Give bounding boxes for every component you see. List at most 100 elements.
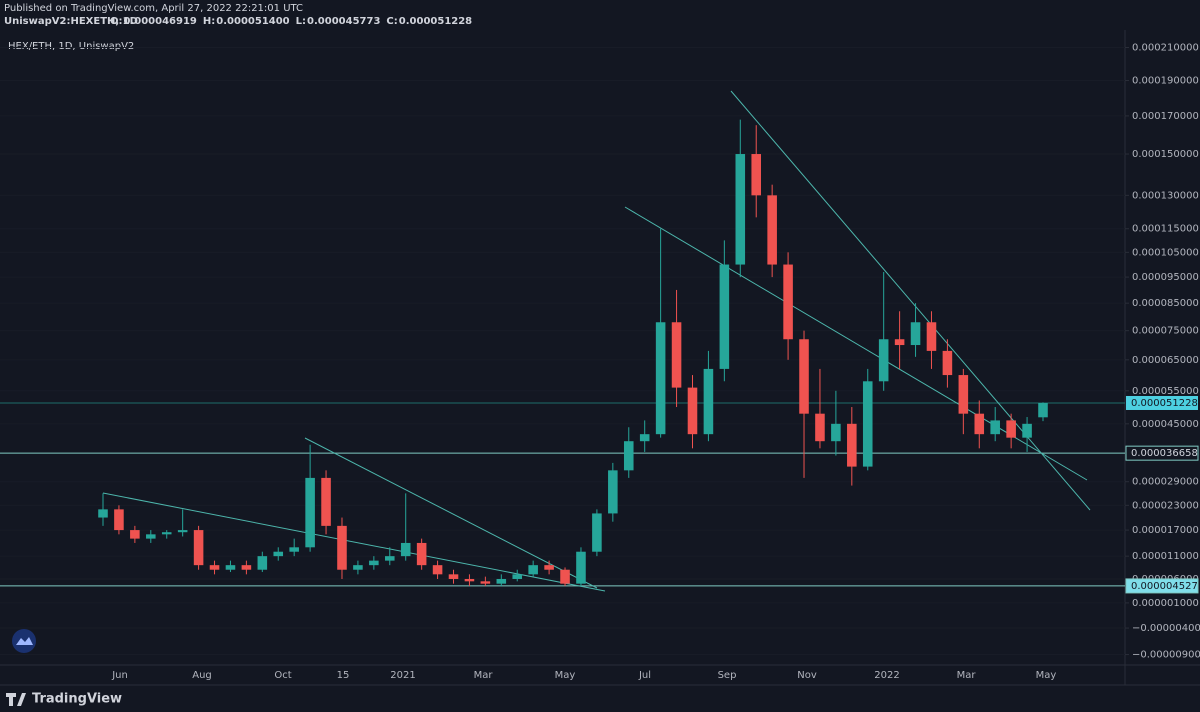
trendline xyxy=(304,437,598,589)
x-tick-label: 15 xyxy=(337,670,350,681)
candle-body xyxy=(416,542,427,566)
candle-body xyxy=(225,565,236,570)
footer-logo xyxy=(6,693,26,706)
y-tick-label: 0.000011000 xyxy=(1132,551,1199,562)
candle-body xyxy=(464,578,475,582)
candle-body xyxy=(161,532,172,535)
candle-body xyxy=(751,154,761,196)
ohlc-value: 0.000051228 xyxy=(399,16,472,27)
candle-body xyxy=(974,413,985,435)
x-tick-label: Sep xyxy=(718,670,737,681)
ohlc-value: 0.000046919 xyxy=(124,16,197,27)
candles xyxy=(98,119,1048,587)
y-tick-label: 0.000029000 xyxy=(1132,477,1199,488)
candle-body xyxy=(353,565,363,570)
published-note: Published on TradingView.com, April 27, … xyxy=(4,3,303,14)
candle-body xyxy=(177,530,188,533)
candle-body xyxy=(544,565,554,570)
candle-body xyxy=(480,581,491,584)
candle-body xyxy=(512,574,523,579)
candle-body xyxy=(655,322,666,435)
candle-body xyxy=(990,420,1000,435)
ohlc-key: H: xyxy=(203,16,215,27)
candle-body xyxy=(910,322,921,346)
candle-body xyxy=(894,339,905,346)
price-line-tag xyxy=(1125,445,1199,461)
ohlc-value: 0.000051400 xyxy=(216,16,289,27)
y-tick-label: 0.000130000 xyxy=(1132,190,1199,201)
candle-body xyxy=(958,375,969,414)
x-tick-label: 2021 xyxy=(390,670,415,681)
y-tick-label: 0.000170000 xyxy=(1132,111,1199,122)
candle-body xyxy=(241,565,252,570)
y-tick-label: 0.000055000 xyxy=(1132,386,1199,397)
x-tick-label: Jun xyxy=(111,670,128,681)
y-tick-label: 0.000115000 xyxy=(1132,224,1199,235)
candle-body xyxy=(1038,402,1048,418)
y-tick-label: 0.000045000 xyxy=(1132,419,1199,430)
candle-body xyxy=(369,560,379,566)
candle-body xyxy=(719,264,730,369)
last-price-tag xyxy=(1126,395,1198,410)
candle-body xyxy=(305,477,315,548)
candle-body xyxy=(130,530,140,539)
y-tick-label: 0.000190000 xyxy=(1132,76,1199,87)
x-tick-label: 2022 xyxy=(874,670,899,681)
candle-body xyxy=(496,578,507,584)
candle-body xyxy=(1006,420,1016,438)
price-line-tag xyxy=(1125,578,1199,594)
candle-body xyxy=(671,322,682,388)
candle-body xyxy=(385,556,395,561)
candle-body xyxy=(608,470,618,514)
price-line-label: 0.000004527 xyxy=(1131,581,1198,592)
candle-body xyxy=(114,509,124,531)
y-tick-label: 0.000105000 xyxy=(1132,247,1199,258)
x-tick-label: Mar xyxy=(957,670,977,681)
candle-body xyxy=(847,423,857,467)
candle-body xyxy=(926,322,937,351)
ohlc-key: O: xyxy=(110,16,123,27)
y-tick-label: 0.000150000 xyxy=(1132,149,1199,160)
ohlc: O: 0.000046919 H: 0.000051400 L: 0.000045773 C… xyxy=(110,16,472,27)
candle-body xyxy=(337,525,347,570)
ohlc-key: C: xyxy=(386,16,397,27)
candle-body xyxy=(400,542,411,557)
y-tick-label: 0.000075000 xyxy=(1132,326,1199,337)
last-price-label: 0.000051228 xyxy=(1131,398,1198,409)
x-tick-label: May xyxy=(555,670,576,681)
candle-body xyxy=(448,574,459,579)
candle-body xyxy=(942,350,953,376)
candle-body xyxy=(687,387,698,435)
y-tick-label: 0.000017000 xyxy=(1132,525,1199,536)
candle-body xyxy=(289,547,299,552)
candle-body xyxy=(831,423,841,442)
candle-body xyxy=(560,569,570,584)
candle-body xyxy=(735,154,746,265)
x-tick-label: Oct xyxy=(274,670,291,681)
chart-title: HEX/ETH, 1D, UniswapV2 xyxy=(8,41,134,52)
candle-body xyxy=(576,551,586,584)
candle-body xyxy=(273,551,284,557)
symbol: UniswapV2:HEXETH, 1D xyxy=(4,16,138,27)
logo-icon xyxy=(16,637,33,645)
price-line-label: 0.000036658 xyxy=(1131,448,1198,459)
x-tick-label: May xyxy=(1036,670,1057,681)
candle-body xyxy=(703,368,714,435)
candle-body xyxy=(432,565,443,575)
x-tick-label: Jul xyxy=(638,670,651,681)
candle-body xyxy=(815,413,825,442)
candle-body xyxy=(209,565,220,570)
candle-body xyxy=(862,381,873,467)
candle-body xyxy=(1022,423,1032,438)
y-tick-label: 0.000085000 xyxy=(1132,298,1199,309)
footer-brand: TradingView xyxy=(32,692,122,707)
candle-body xyxy=(146,534,156,539)
grid: 0.000210000 0.000190000 0.000170000 0.00015… xyxy=(0,42,1200,681)
candle-body xyxy=(783,264,793,340)
y-tick-label: 0.000065000 xyxy=(1132,355,1199,366)
ohlc-value: 0.000045773 xyxy=(307,16,380,27)
y-tick-label: 0.000210000 xyxy=(1132,42,1199,53)
y-tick-label: −0.000009000 xyxy=(1132,650,1200,661)
x-tick-label: Nov xyxy=(797,670,817,681)
candle-body xyxy=(193,530,204,566)
